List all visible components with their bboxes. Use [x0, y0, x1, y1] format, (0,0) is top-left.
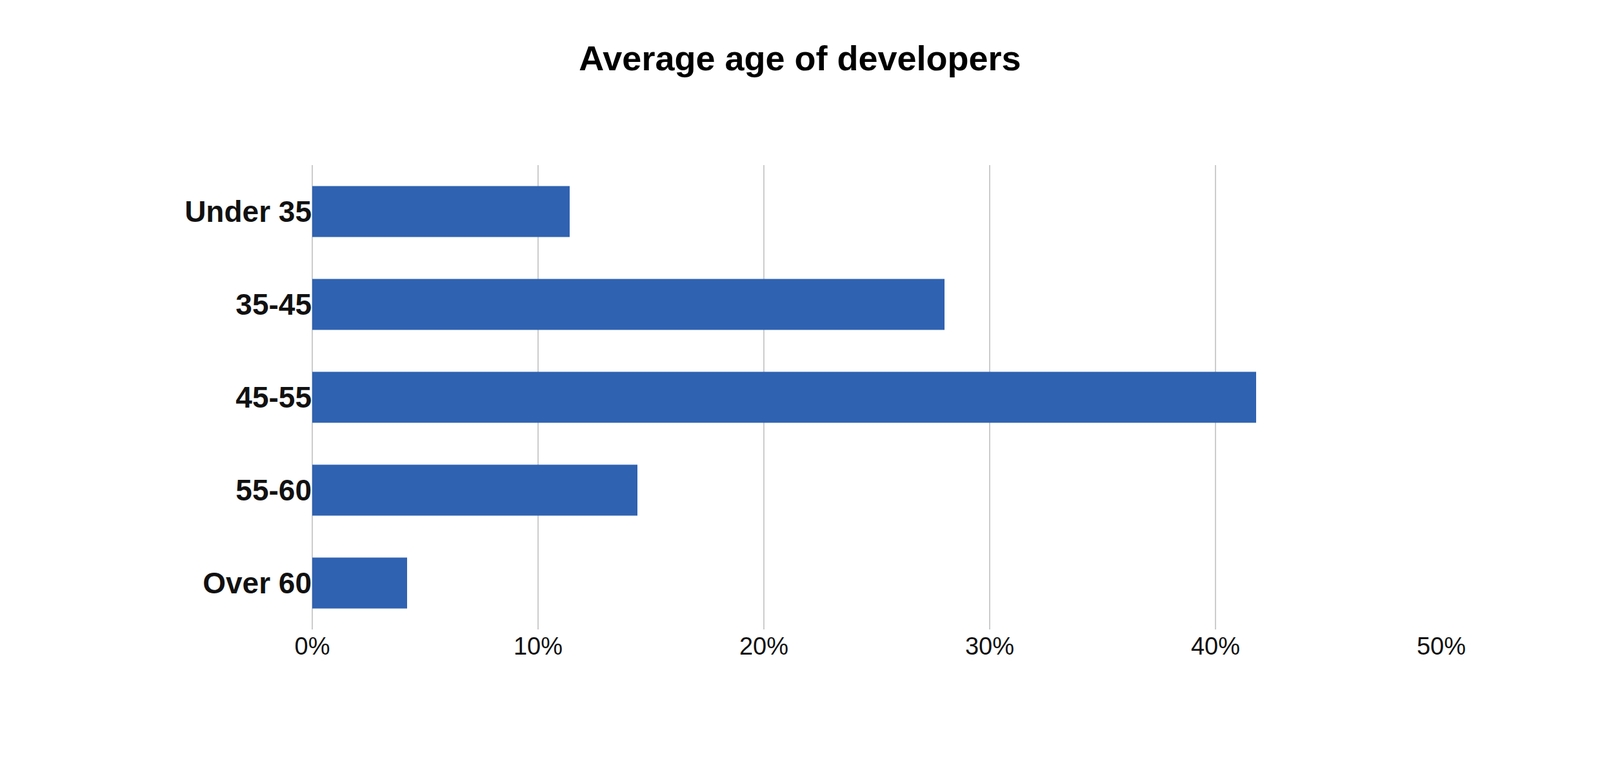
- svg-text:Average age of developers: Average age of developers: [578, 38, 1021, 78]
- svg-text:0%: 0%: [294, 632, 331, 660]
- svg-text:55-60: 55-60: [235, 473, 312, 508]
- svg-text:30%: 30%: [965, 632, 1015, 660]
- svg-text:35-45: 35-45: [235, 287, 312, 322]
- svg-text:Over 60: Over 60: [202, 566, 312, 600]
- svg-text:20%: 20%: [739, 632, 789, 660]
- svg-text:50%: 50%: [1416, 632, 1466, 660]
- svg-text:Under 35: Under 35: [184, 194, 312, 229]
- svg-text:45-55: 45-55: [235, 380, 312, 415]
- svg-text:10%: 10%: [513, 632, 563, 660]
- svg-text:40%: 40%: [1190, 632, 1240, 660]
